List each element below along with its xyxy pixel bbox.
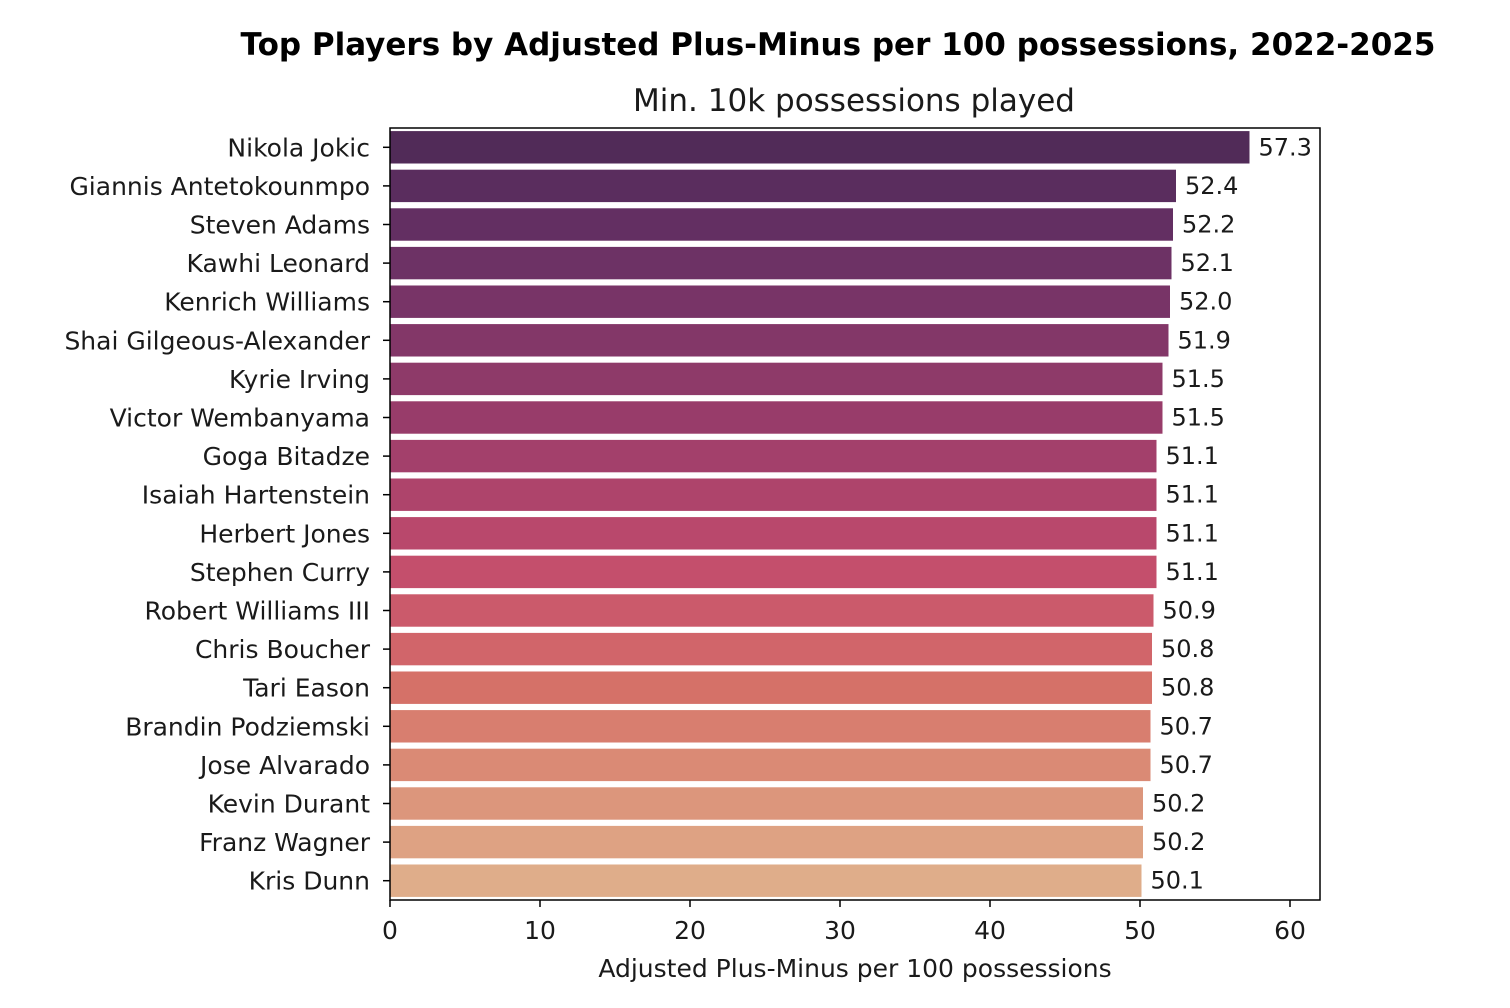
data-label: 51.1 xyxy=(1166,519,1219,547)
chart-subtitle: Min. 10k possessions played xyxy=(633,83,1075,119)
data-label: 52.0 xyxy=(1179,288,1232,316)
bar xyxy=(390,439,1157,473)
data-label: 57.3 xyxy=(1259,133,1312,161)
category-label: Jose Alvarado xyxy=(198,751,370,780)
category-label: Steven Adams xyxy=(190,211,370,240)
x-tick-label: 60 xyxy=(1274,916,1306,945)
data-label: 50.1 xyxy=(1151,867,1204,895)
x-tick-label: 20 xyxy=(674,916,706,945)
category-label: Brandin Podziemski xyxy=(125,712,370,741)
bar xyxy=(390,362,1163,396)
category-label: Kris Dunn xyxy=(249,867,370,896)
category-labels: Nikola Jokic Giannis Antetokounmpo Steven … xyxy=(64,133,390,896)
bar xyxy=(390,517,1157,550)
category-label: Kawhi Leonard xyxy=(187,249,371,278)
plot-frame xyxy=(389,127,1321,901)
category-label: Kenrich Williams xyxy=(164,288,370,317)
bar xyxy=(390,131,1250,164)
category-label: Isaiah Hartenstein xyxy=(142,481,370,510)
category-label: Victor Wembanyama xyxy=(110,404,370,433)
bar xyxy=(390,864,1142,897)
data-label: 52.4 xyxy=(1185,172,1238,200)
bar xyxy=(390,478,1157,511)
bar xyxy=(390,825,1143,859)
data-label: 50.2 xyxy=(1152,790,1205,818)
bar xyxy=(390,710,1151,743)
bar xyxy=(390,208,1173,241)
category-label: Giannis Antetokounmpo xyxy=(69,172,370,201)
category-label: Tari Eason xyxy=(242,674,370,703)
data-label: 50.2 xyxy=(1152,828,1205,856)
x-axis-label: Adjusted Plus-Minus per 100 possessions xyxy=(598,954,1111,983)
x-tick-label: 50 xyxy=(1124,916,1156,945)
bar xyxy=(390,285,1170,318)
category-label: Stephen Curry xyxy=(190,558,370,587)
x-axis: 0 10 20 30 40 50 60 xyxy=(382,900,1306,945)
category-label: Nikola Jokic xyxy=(227,133,370,162)
bar xyxy=(390,671,1152,704)
category-label: Chris Boucher xyxy=(195,635,371,664)
x-tick-label: 40 xyxy=(974,916,1006,945)
bar xyxy=(390,748,1151,782)
chart-title: Top Players by Adjusted Plus-Minus per 1… xyxy=(241,27,1436,63)
x-tick-label: 0 xyxy=(382,916,398,945)
data-label: 50.9 xyxy=(1163,597,1216,625)
data-label: 51.5 xyxy=(1172,404,1225,432)
bar xyxy=(390,401,1163,434)
bar xyxy=(390,169,1176,203)
x-tick-label: 10 xyxy=(524,916,556,945)
bar xyxy=(390,632,1152,666)
data-label: 51.1 xyxy=(1166,442,1219,470)
bar xyxy=(390,787,1143,820)
bars-group xyxy=(390,131,1250,897)
data-label: 51.9 xyxy=(1178,326,1231,354)
bar xyxy=(390,324,1169,357)
data-label: 51.1 xyxy=(1166,481,1219,509)
category-label: Franz Wagner xyxy=(199,828,371,857)
category-label: Shai Gilgeous-Alexander xyxy=(64,326,370,355)
category-label: Kevin Durant xyxy=(208,790,371,819)
bar xyxy=(390,246,1172,280)
data-label: 51.5 xyxy=(1172,365,1225,393)
data-label: 51.1 xyxy=(1166,558,1219,586)
bar xyxy=(390,594,1154,627)
bar xyxy=(390,555,1157,589)
data-label: 50.7 xyxy=(1160,751,1213,779)
data-label: 50.8 xyxy=(1161,674,1214,702)
data-label: 50.7 xyxy=(1160,712,1213,740)
data-label: 50.8 xyxy=(1161,635,1214,663)
category-label: Herbert Jones xyxy=(199,519,370,548)
value-labels: 57.3 52.4 52.2 52.1 52.0 51.9 51.5 51.5 51.1 51.1… xyxy=(1151,133,1312,894)
category-label: Robert Williams III xyxy=(144,597,370,626)
category-label: Kyrie Irving xyxy=(229,365,370,394)
data-label: 52.2 xyxy=(1182,211,1235,239)
data-label: 52.1 xyxy=(1181,249,1234,277)
x-tick-label: 30 xyxy=(824,916,856,945)
category-label: Goga Bitadze xyxy=(203,442,370,471)
